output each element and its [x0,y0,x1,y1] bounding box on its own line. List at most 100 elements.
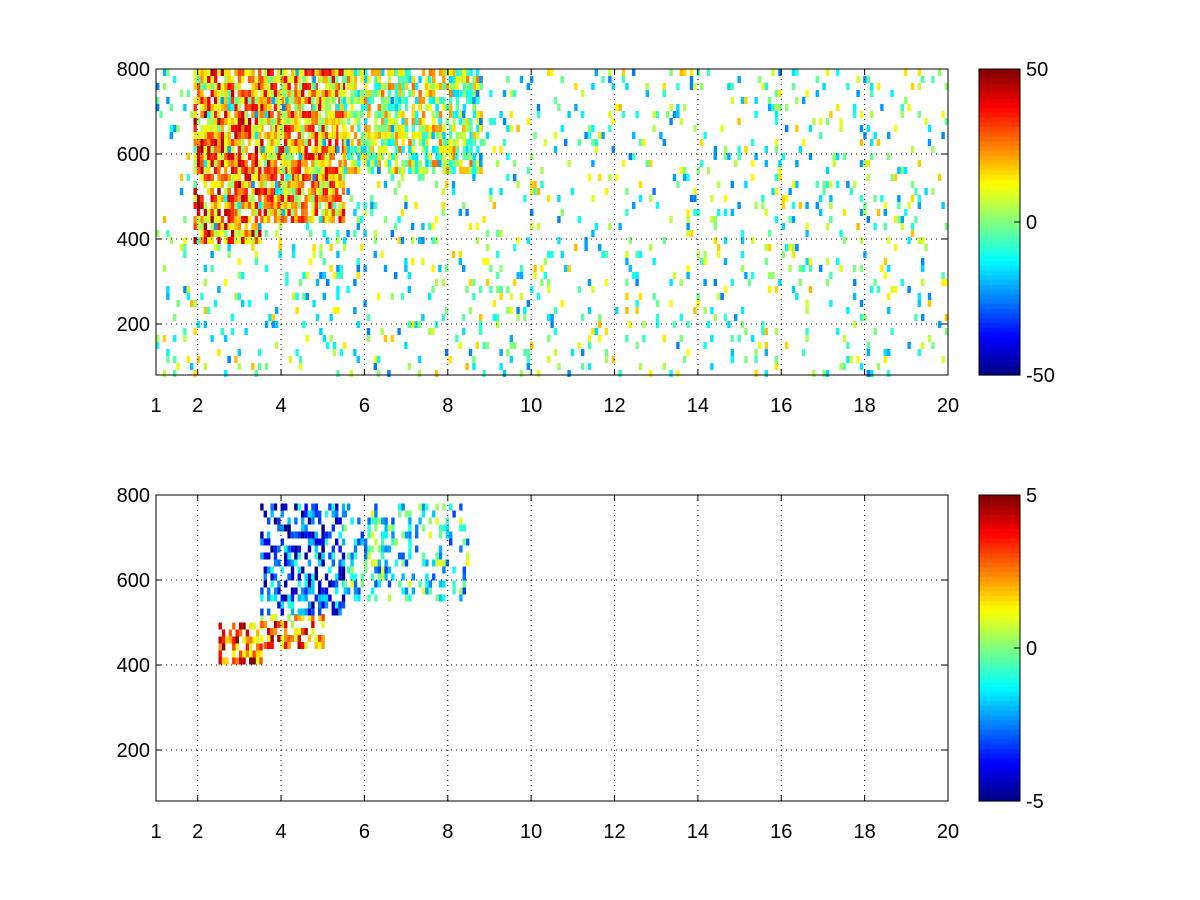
heat-cell [328,552,332,560]
heat-cell [374,160,378,167]
heat-cell [904,69,908,76]
heat-cell [591,160,595,167]
heat-cell [270,510,274,518]
heat-cell [213,300,218,307]
heat-cell [390,174,394,181]
heat-cell [350,76,354,83]
colorbar-swatch [979,126,1020,132]
colorbar-swatch [979,269,1020,276]
heat-cell [343,237,347,244]
heat-cell [798,202,802,209]
heat-cell [604,356,609,363]
heat-cell [353,97,358,104]
heat-cell [258,223,262,230]
heat-cell [883,356,887,363]
heat-cell [263,538,267,546]
heat-cell [341,132,346,139]
heat-cell [196,216,201,223]
colorbar-swatch [979,274,1020,280]
heat-cell [513,342,517,349]
heat-cell [737,335,741,342]
heat-cell [449,125,453,132]
heat-cell [357,587,361,595]
heat-cell [866,342,870,349]
heat-cell [350,90,354,97]
colorbar-swatch [979,312,1020,319]
heat-cell [730,83,734,90]
heat-cell [740,321,745,328]
heat-cell [190,363,194,370]
heat-cell [267,167,271,174]
heat-cell [401,118,405,125]
heat-cell [258,83,262,90]
heat-cell [428,223,432,230]
heat-cell [311,216,315,223]
heat-cell [290,90,295,97]
heat-cell [377,167,381,174]
heat-cell [217,237,221,244]
heat-cell [581,111,585,118]
heat-cell [897,195,901,202]
heat-cell [598,132,602,139]
colorbar-swatch [979,331,1020,338]
heat-cell [900,223,904,230]
heat-cell [314,111,318,118]
heat-cell [825,223,830,230]
heat-cell [846,356,850,363]
heat-cell [297,146,301,153]
heat-cell [791,251,796,258]
heat-cell [284,83,288,90]
heat-cell [931,188,935,195]
heat-cell [462,139,466,146]
heat-cell [360,97,364,104]
heat-cell [404,69,409,76]
heat-cell [193,111,197,118]
heat-cell [294,146,298,153]
heat-cell [652,188,656,195]
heat-cell [193,139,197,146]
heat-cell [356,223,360,230]
heat-cell [475,69,479,76]
heat-cell [353,146,358,153]
heat-cell [452,111,456,118]
heat-cell [260,594,264,602]
heat-cell [401,573,405,581]
heat-cell [277,195,281,202]
heat-cell [452,153,456,160]
heat-cell [921,342,925,349]
heat-cell [350,566,354,574]
heat-cell [540,279,544,286]
heat-cell [764,370,768,377]
heat-cell [408,545,412,553]
heat-cell [241,90,245,97]
heat-cell [290,153,295,160]
heat-cell [400,167,405,174]
heat-cell [297,97,301,104]
heat-cell [469,83,473,90]
heat-cell [217,230,221,237]
heat-cell [341,503,346,511]
heat-cell [672,272,677,279]
heat-cell [341,174,346,181]
heat-cell [387,545,392,553]
heat-cell [336,286,340,293]
heat-cell [343,125,347,132]
heat-cell [328,146,332,153]
heat-cell [466,90,470,97]
heat-cell [280,153,284,160]
heat-cell [825,167,830,174]
heat-cell [367,531,371,539]
heat-cell [700,139,704,146]
colorbar-swatch [979,322,1020,328]
heat-cell [280,90,284,97]
heat-cell [754,370,758,377]
heat-cell [254,167,259,174]
heat-cell [159,111,163,118]
heat-cell [377,160,381,167]
heat-cell [374,580,378,588]
heat-cell [179,244,184,251]
heat-cell [737,146,741,153]
heat-cell [273,545,278,553]
heat-cell [213,76,218,83]
heat-cell [203,111,208,118]
